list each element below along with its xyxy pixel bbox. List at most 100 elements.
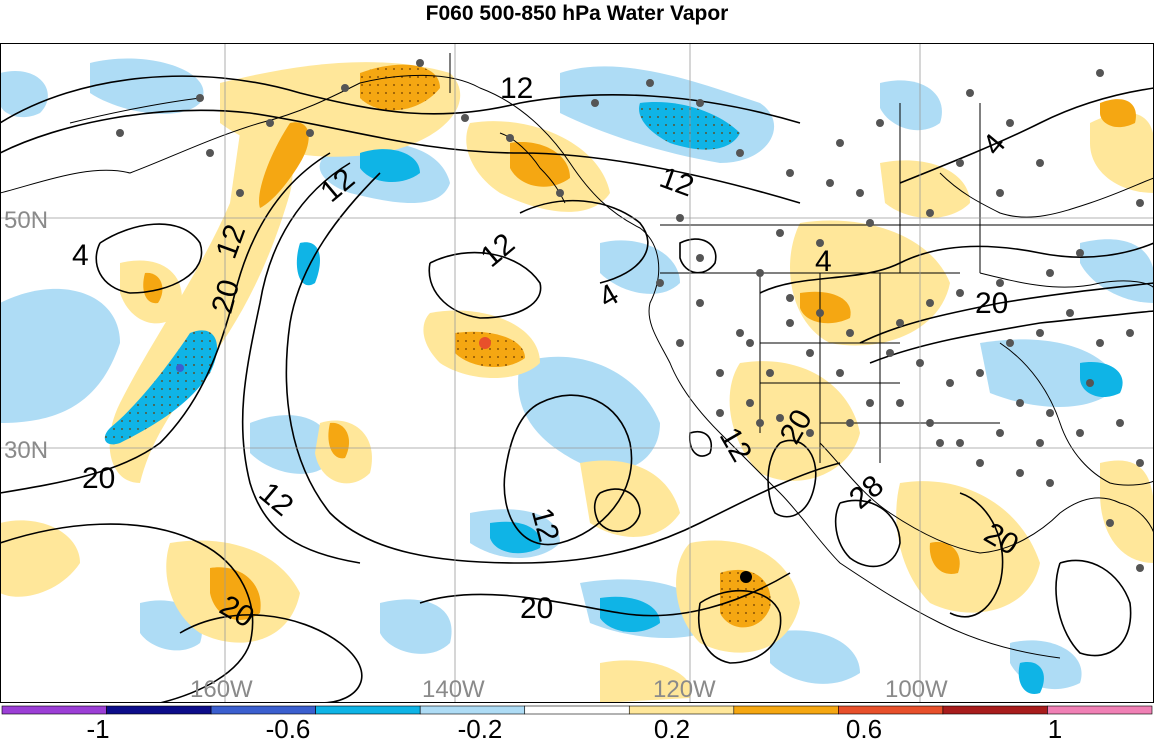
- lon-label-100w: 100W: [885, 676, 948, 703]
- colorbar-swatch: [1, 705, 107, 715]
- station-marker: [786, 294, 794, 302]
- station-marker: [696, 99, 704, 107]
- colorbar-tick-label: 1: [1048, 714, 1062, 742]
- station-marker: [746, 339, 754, 347]
- station-marker: [766, 369, 774, 377]
- lon-label-160w: 160W: [190, 676, 253, 703]
- colorbar-swatch: [838, 705, 944, 715]
- contour-label: 4: [72, 239, 89, 272]
- station-marker: [936, 439, 944, 447]
- station-marker: [786, 319, 794, 327]
- station-marker: [1036, 329, 1044, 337]
- station-marker: [896, 319, 904, 327]
- station-markers: [116, 59, 1144, 572]
- station-marker: [696, 254, 704, 262]
- station-marker: [836, 139, 844, 147]
- negative-strong-areas: [176, 364, 184, 372]
- station-marker: [1096, 339, 1104, 347]
- station-marker: [676, 339, 684, 347]
- station-marker: [416, 59, 424, 67]
- lon-label-120w: 120W: [653, 676, 716, 703]
- colorbar-swatch: [210, 705, 316, 715]
- station-marker: [736, 329, 744, 337]
- contour-label: 20: [82, 462, 115, 495]
- station-marker: [1036, 159, 1044, 167]
- station-marker: [856, 189, 864, 197]
- grid-lines: [0, 43, 1154, 703]
- station-marker: [996, 189, 1004, 197]
- colorbar-swatch: [106, 705, 212, 715]
- station-marker: [116, 129, 124, 137]
- colorbar-swatch: [315, 705, 421, 715]
- station-marker: [876, 119, 884, 127]
- lat-label-50n: 50N: [4, 207, 48, 234]
- station-marker: [556, 189, 564, 197]
- station-marker: [1126, 329, 1134, 337]
- contour-label: 20: [520, 592, 553, 625]
- station-marker: [1136, 459, 1144, 467]
- colorbar-tick-label: 0.2: [654, 714, 690, 742]
- station-marker: [1006, 119, 1014, 127]
- station-marker: [756, 269, 764, 277]
- colorbar-swatch: [628, 705, 735, 715]
- station-marker: [306, 129, 314, 137]
- station-marker: [956, 439, 964, 447]
- station-marker: [816, 239, 824, 247]
- station-marker: [716, 369, 724, 377]
- station-marker: [1086, 379, 1094, 387]
- station-marker: [826, 179, 834, 187]
- station-marker: [866, 219, 874, 227]
- colorbar-swatch: [524, 705, 630, 715]
- station-marker: [976, 459, 984, 467]
- station-marker: [1066, 309, 1074, 317]
- station-marker: [1076, 429, 1084, 437]
- station-marker: [946, 379, 954, 387]
- lon-label-140w: 140W: [422, 676, 485, 703]
- station-marker: [646, 79, 654, 87]
- station-marker: [896, 399, 904, 407]
- station-marker: [1116, 419, 1124, 427]
- station-marker: [1106, 519, 1114, 527]
- colorbar-tick-label: -0.2: [458, 714, 503, 742]
- map-title: F060 500-850 hPa Water Vapor: [425, 2, 729, 25]
- station-marker: [461, 114, 469, 122]
- station-marker: [1016, 469, 1024, 477]
- station-marker: [1046, 479, 1054, 487]
- station-marker: [196, 94, 204, 102]
- negative-light-areas: [0, 58, 1154, 690]
- station-marker: [341, 84, 349, 92]
- lat-label-30n: 30N: [4, 437, 48, 464]
- station-marker: [746, 399, 754, 407]
- station-marker: [1046, 409, 1054, 417]
- station-marker: [846, 419, 854, 427]
- water-vapor-map: 50N 30N 160W 140W 120W 100W 12 12 12 12 …: [0, 43, 1154, 703]
- station-marker: [1046, 269, 1054, 277]
- station-marker: [976, 369, 984, 377]
- positive-strong-areas: [479, 337, 491, 349]
- colorbar-tick-label: 0.6: [846, 714, 882, 742]
- station-marker: [816, 309, 824, 317]
- station-marker: [776, 229, 784, 237]
- colorbar-swatch: [942, 705, 1048, 715]
- colorbar-swatch: [419, 705, 526, 715]
- colorbar-tick-label: -1: [86, 714, 109, 742]
- station-marker: [776, 414, 784, 422]
- station-marker: [1076, 249, 1084, 257]
- stipple-overlay: [104, 64, 771, 628]
- station-marker: [866, 399, 874, 407]
- station-marker: [736, 149, 744, 157]
- station-marker: [756, 419, 764, 427]
- station-marker: [806, 349, 814, 357]
- storm-center-marker: [740, 571, 752, 583]
- station-marker: [926, 209, 934, 217]
- station-marker: [956, 159, 964, 167]
- station-marker: [996, 429, 1004, 437]
- station-marker: [1016, 399, 1024, 407]
- colorbar-swatch: [733, 705, 839, 715]
- station-marker: [806, 429, 814, 437]
- station-marker: [836, 369, 844, 377]
- station-marker: [1006, 339, 1014, 347]
- shading-layer: [0, 58, 1154, 703]
- station-marker: [966, 89, 974, 97]
- station-marker: [591, 99, 599, 107]
